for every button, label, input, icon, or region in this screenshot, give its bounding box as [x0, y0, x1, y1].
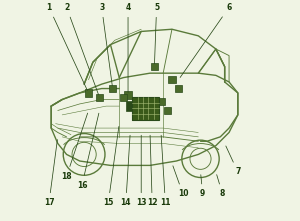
Text: 12: 12: [147, 135, 158, 207]
FancyBboxPatch shape: [132, 97, 159, 120]
FancyBboxPatch shape: [96, 93, 103, 101]
FancyBboxPatch shape: [157, 98, 165, 105]
Text: 17: 17: [44, 140, 57, 207]
FancyBboxPatch shape: [109, 85, 116, 92]
Text: 8: 8: [217, 175, 225, 198]
Text: 7: 7: [226, 146, 241, 177]
Text: 16: 16: [77, 113, 99, 190]
Text: 6: 6: [180, 3, 232, 78]
Text: 2: 2: [64, 3, 98, 95]
FancyBboxPatch shape: [85, 89, 92, 97]
FancyBboxPatch shape: [175, 85, 182, 92]
FancyBboxPatch shape: [124, 91, 132, 99]
FancyBboxPatch shape: [151, 63, 158, 70]
Text: 5: 5: [154, 3, 159, 64]
Text: 10: 10: [173, 166, 188, 198]
Text: 1: 1: [46, 3, 87, 90]
FancyBboxPatch shape: [168, 76, 176, 84]
FancyBboxPatch shape: [146, 110, 154, 120]
FancyBboxPatch shape: [164, 107, 171, 114]
Text: 18: 18: [61, 113, 88, 181]
Text: 15: 15: [103, 126, 119, 207]
FancyBboxPatch shape: [139, 101, 148, 111]
FancyBboxPatch shape: [120, 93, 127, 101]
FancyBboxPatch shape: [132, 110, 141, 120]
Text: 4: 4: [125, 3, 131, 92]
Text: 14: 14: [121, 135, 131, 207]
Text: 13: 13: [136, 135, 146, 207]
Text: 3: 3: [99, 3, 112, 86]
Text: 9: 9: [200, 175, 205, 198]
Text: 11: 11: [160, 135, 171, 207]
FancyBboxPatch shape: [126, 101, 135, 111]
